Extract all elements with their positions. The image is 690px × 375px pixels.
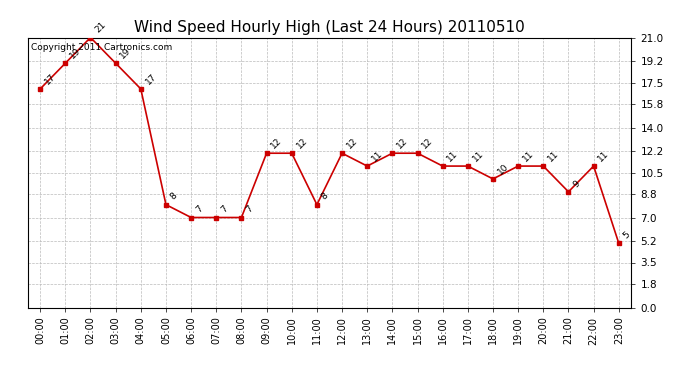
Text: 11: 11 xyxy=(546,149,560,163)
Text: 19: 19 xyxy=(119,46,133,60)
Text: 7: 7 xyxy=(244,204,255,215)
Text: 10: 10 xyxy=(496,162,511,176)
Text: 8: 8 xyxy=(319,191,330,202)
Text: 12: 12 xyxy=(269,136,284,150)
Text: 17: 17 xyxy=(144,72,158,86)
Text: 12: 12 xyxy=(295,136,309,150)
Text: 12: 12 xyxy=(345,136,359,150)
Text: Copyright 2011 Cartronics.com: Copyright 2011 Cartronics.com xyxy=(30,43,172,52)
Text: 7: 7 xyxy=(194,204,204,215)
Text: 8: 8 xyxy=(169,191,179,202)
Text: 21: 21 xyxy=(93,20,108,35)
Text: 12: 12 xyxy=(395,136,410,150)
Title: Wind Speed Hourly High (Last 24 Hours) 20110510: Wind Speed Hourly High (Last 24 Hours) 2… xyxy=(134,20,525,35)
Text: 12: 12 xyxy=(420,136,435,150)
Text: 11: 11 xyxy=(596,149,611,163)
Text: 11: 11 xyxy=(370,149,384,163)
Text: 17: 17 xyxy=(43,72,57,86)
Text: 19: 19 xyxy=(68,46,83,60)
Text: 11: 11 xyxy=(521,149,535,163)
Text: 9: 9 xyxy=(571,178,582,189)
Text: 11: 11 xyxy=(446,149,460,163)
Text: 11: 11 xyxy=(471,149,485,163)
Text: 7: 7 xyxy=(219,204,230,215)
Text: 5: 5 xyxy=(622,230,632,240)
